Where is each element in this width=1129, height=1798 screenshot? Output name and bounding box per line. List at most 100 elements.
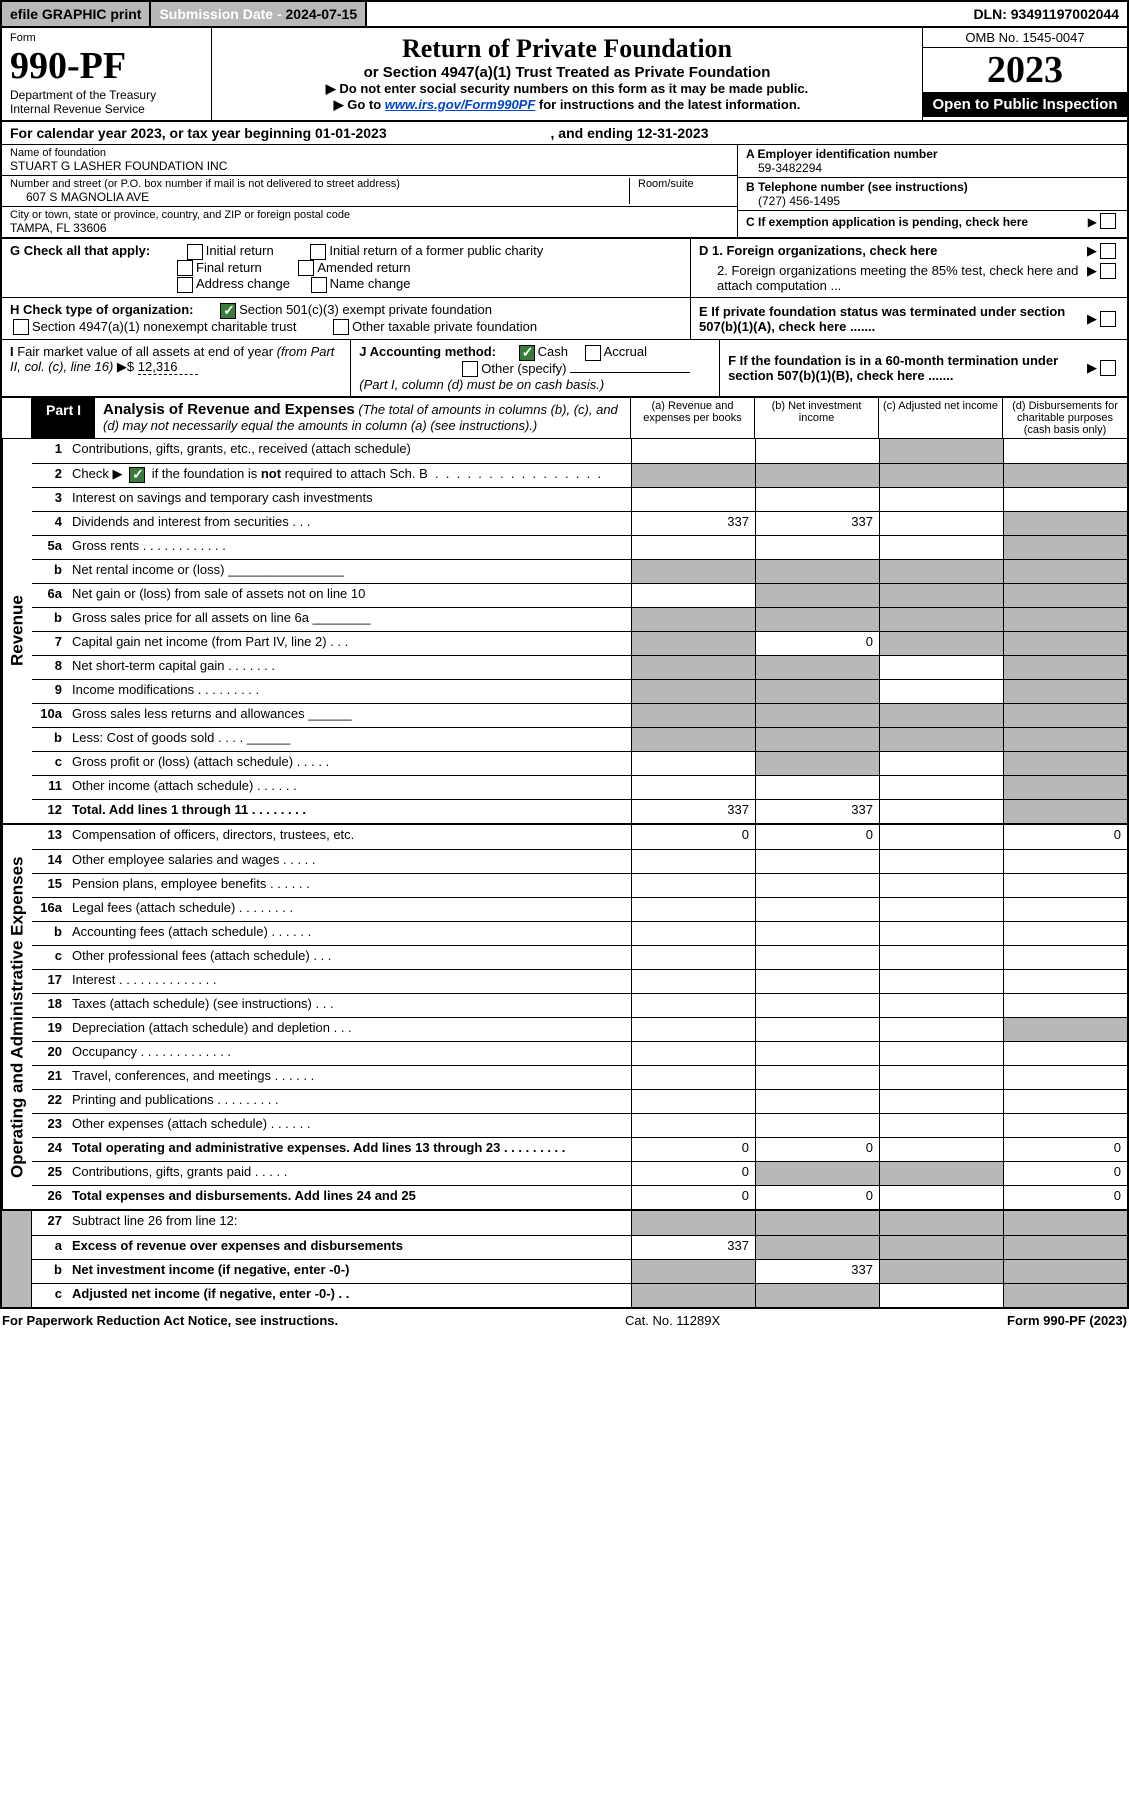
g1-text: Initial return — [206, 243, 274, 258]
j3-checkbox[interactable] — [462, 361, 478, 377]
data-cell — [755, 946, 879, 969]
data-cell — [879, 1162, 1003, 1185]
c-checkbox[interactable] — [1100, 213, 1116, 229]
data-cell — [1003, 970, 1127, 993]
f-section: F If the foundation is in a 60-month ter… — [720, 340, 1127, 396]
data-cell — [631, 656, 755, 679]
h-section: H Check type of organization: Section 50… — [2, 298, 691, 339]
header-left: Form 990-PF Department of the Treasury I… — [2, 28, 212, 120]
g-section: G Check all that apply: Initial return I… — [2, 239, 691, 297]
data-cell: 337 — [755, 800, 879, 823]
data-cell — [755, 584, 879, 607]
data-cell — [879, 560, 1003, 583]
data-cell — [879, 922, 1003, 945]
e-checkbox[interactable] — [1100, 311, 1116, 327]
part1-title: Analysis of Revenue and Expenses — [103, 401, 355, 418]
table-row: 6aNet gain or (loss) from sale of assets… — [32, 583, 1127, 607]
line-number: 22 — [32, 1090, 68, 1113]
data-cell — [879, 536, 1003, 559]
data-cell — [879, 1066, 1003, 1089]
line-number: a — [32, 1236, 68, 1259]
g3-checkbox[interactable] — [177, 260, 193, 276]
line-number: b — [32, 728, 68, 751]
line-description: Subtract line 26 from line 12: — [68, 1211, 631, 1235]
data-cell: 337 — [755, 512, 879, 535]
data-cell — [755, 970, 879, 993]
note2-post: for instructions and the latest informat… — [535, 97, 800, 112]
data-cell — [1003, 752, 1127, 775]
data-cell — [879, 994, 1003, 1017]
data-cell — [755, 560, 879, 583]
h1-checkbox[interactable] — [220, 303, 236, 319]
data-cell — [879, 970, 1003, 993]
data-cell — [1003, 946, 1127, 969]
g2-checkbox[interactable] — [310, 244, 326, 260]
data-cell — [755, 1042, 879, 1065]
data-cell: 0 — [755, 825, 879, 849]
foundation-info-block: Name of foundation STUART G LASHER FOUND… — [0, 145, 1129, 239]
j1-checkbox[interactable] — [519, 345, 535, 361]
g4-checkbox[interactable] — [298, 260, 314, 276]
line-number: b — [32, 608, 68, 631]
f-checkbox[interactable] — [1100, 360, 1116, 376]
efile-label: efile GRAPHIC print — [2, 2, 151, 26]
data-cell — [755, 1018, 879, 1041]
line-number: c — [32, 946, 68, 969]
col-c-head: (c) Adjusted net income — [879, 398, 1003, 438]
data-cell — [631, 898, 755, 921]
d2-checkbox[interactable] — [1100, 263, 1116, 279]
line-description: Other employee salaries and wages . . . … — [68, 850, 631, 873]
line-number: 6a — [32, 584, 68, 607]
header-mid: Return of Private Foundation or Section … — [212, 28, 922, 120]
line-number: 4 — [32, 512, 68, 535]
line-description: Net investment income (if negative, ente… — [68, 1260, 631, 1283]
table-row: 24Total operating and administrative exp… — [32, 1137, 1127, 1161]
data-cell — [755, 922, 879, 945]
g1-checkbox[interactable] — [187, 244, 203, 260]
g6-checkbox[interactable] — [311, 277, 327, 293]
data-cell — [879, 1236, 1003, 1259]
section-g-d: G Check all that apply: Initial return I… — [0, 239, 1129, 298]
table-row: 17Interest . . . . . . . . . . . . . . — [32, 969, 1127, 993]
data-cell — [879, 1042, 1003, 1065]
ein-cell: A Employer identification number 59-3482… — [738, 145, 1127, 178]
data-cell — [631, 608, 755, 631]
data-cell — [755, 898, 879, 921]
data-cell — [631, 680, 755, 703]
table-row: 19Depreciation (attach schedule) and dep… — [32, 1017, 1127, 1041]
data-cell — [631, 1211, 755, 1235]
revenue-table: Revenue 1Contributions, gifts, grants, e… — [0, 439, 1129, 823]
line-description: Total. Add lines 1 through 11 . . . . . … — [68, 800, 631, 823]
data-cell — [631, 874, 755, 897]
dln-label: DLN: — [973, 6, 1010, 22]
part-1-desc: Analysis of Revenue and Expenses (The to… — [95, 398, 631, 438]
table-row: cOther professional fees (attach schedul… — [32, 945, 1127, 969]
data-cell — [631, 632, 755, 655]
g5-checkbox[interactable] — [177, 277, 193, 293]
data-cell: 0 — [1003, 1162, 1127, 1185]
line-description: Other professional fees (attach schedule… — [68, 946, 631, 969]
info-left: Name of foundation STUART G LASHER FOUND… — [2, 145, 737, 237]
data-cell — [755, 1090, 879, 1113]
line-number: 2 — [32, 464, 68, 487]
summary-table: 27Subtract line 26 from line 12:aExcess … — [0, 1209, 1129, 1309]
data-cell — [631, 488, 755, 511]
data-cell — [879, 1090, 1003, 1113]
j2-checkbox[interactable] — [585, 345, 601, 361]
line-description: Check ▶ if the foundation is not require… — [68, 464, 631, 487]
h3-checkbox[interactable] — [333, 319, 349, 335]
table-row: bNet rental income or (loss) ___________… — [32, 559, 1127, 583]
data-cell: 0 — [631, 1186, 755, 1209]
table-row: 5aGross rents . . . . . . . . . . . . — [32, 535, 1127, 559]
schb-checkbox[interactable] — [129, 467, 145, 483]
data-cell — [755, 1114, 879, 1137]
form-header: Form 990-PF Department of the Treasury I… — [0, 28, 1129, 122]
irs-link[interactable]: www.irs.gov/Form990PF — [385, 97, 536, 112]
line-number: 23 — [32, 1114, 68, 1137]
line-number: 7 — [32, 632, 68, 655]
data-cell — [1003, 536, 1127, 559]
h2-checkbox[interactable] — [13, 319, 29, 335]
data-cell — [755, 1162, 879, 1185]
arrow-icon: ▶ — [1087, 311, 1097, 327]
d1-checkbox[interactable] — [1100, 243, 1116, 259]
